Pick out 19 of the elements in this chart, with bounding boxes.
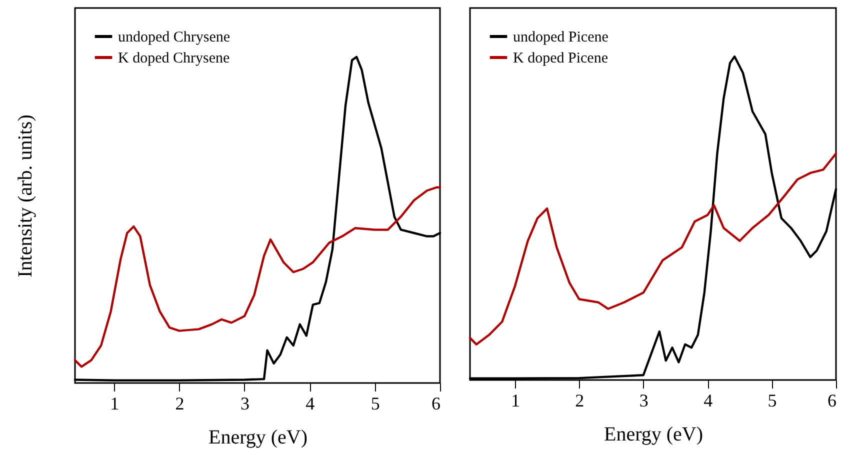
x-tick-label: 6 <box>828 390 836 410</box>
x-tick-label: 2 <box>175 394 184 414</box>
x-tick-label: 4 <box>306 394 315 414</box>
x-axis-title: Energy (eV) <box>208 426 308 448</box>
x-tick-label: 6 <box>432 394 440 414</box>
legend-label: undoped Chrysene <box>118 30 230 46</box>
x-axis-title: Energy (eV) <box>604 424 704 446</box>
x-tick-label: 5 <box>768 390 777 410</box>
legend-label: undoped Picene <box>513 30 609 46</box>
x-tick-label: 1 <box>110 394 120 414</box>
legend-label: K doped Chrysene <box>118 50 230 66</box>
x-tick-label: 3 <box>639 390 648 410</box>
x-tick-label: 2 <box>575 390 584 410</box>
legend-label: K doped Picene <box>513 50 608 66</box>
x-tick-label: 4 <box>704 390 713 410</box>
x-tick-label: 3 <box>240 394 250 414</box>
x-tick-label: 5 <box>370 394 380 414</box>
y-axis-title: Intensity (arb. units) <box>14 114 36 278</box>
x-tick-label: 1 <box>510 390 520 410</box>
